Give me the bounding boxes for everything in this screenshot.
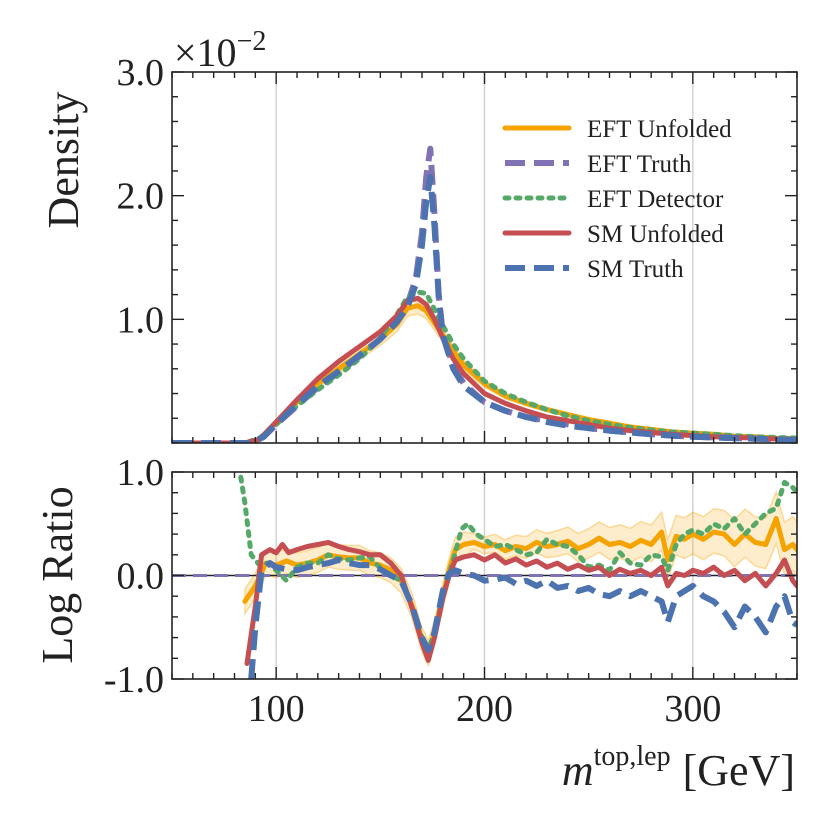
sm_unfolded-density-line: [172, 295, 797, 443]
x-axis-label-symbol: m: [562, 746, 594, 795]
legend-label-eft_truth: EFT Truth: [587, 151, 692, 178]
legend-label-eft_detector: EFT Detector: [587, 186, 724, 213]
log-ratio-y-axis-label: Log Ratio: [33, 486, 82, 663]
x-axis-label-unit: [GeV]: [683, 746, 795, 795]
legend: EFT Unfolded EFT Truth EFT Detector SM Unfo…: [502, 116, 732, 283]
density-y-tick-label: 1.0: [117, 299, 165, 341]
log-ratio-axes-frame: [171, 471, 798, 680]
x-axis-label-superscript: top,lep: [594, 741, 671, 772]
legend-label-sm_unfolded: SM Unfolded: [587, 221, 724, 248]
density-axes-frame: [171, 71, 798, 444]
x-axis-label: mtop,lep [GeV]: [562, 741, 795, 795]
density-y-axis-label: Density: [39, 92, 88, 229]
x-tick-label: 300: [664, 688, 721, 730]
y-scale-multiplier: ×10−2: [174, 26, 266, 75]
sm_unfolded-ratio-line: [244, 539, 797, 666]
legend-label-eft_unfolded: EFT Unfolded: [587, 116, 732, 143]
eft_detector-ratio-line: [238, 474, 797, 653]
log-ratio-y-tick-label: -1.0: [104, 659, 164, 701]
sm_truth-ratio-line: [248, 557, 797, 679]
log-ratio-y-tick-labels: 1.0 0.0 -1.0: [104, 452, 164, 701]
y-scale-multiplier-exponent: −2: [237, 26, 267, 57]
eft_unfolded-ratio-line: [242, 516, 797, 656]
legend-label-sm_truth: SM Truth: [587, 256, 684, 283]
log-ratio-y-tick-label: 1.0: [117, 452, 165, 494]
log-ratio-y-tick-label: 0.0: [117, 556, 165, 598]
sm_truth-density-line: [172, 174, 797, 443]
log-ratio-panel: 1.0 0.0 -1.0 100 200 300 Log Ratio mtop,lep […: [33, 452, 798, 795]
density-panel: 1.02.03.0 Density ×10−2 EFT UnfoldedEFT …: [39, 26, 798, 444]
density-y-tick-labels: 1.0 2.0 3.0: [117, 52, 165, 341]
y-scale-multiplier-base: ×10: [174, 30, 237, 75]
log-ratio-series-lines: [172, 474, 797, 679]
x-tick-label: 200: [456, 688, 513, 730]
x-tick-labels: 100 200 300: [248, 688, 722, 730]
density-series-lines: [172, 145, 797, 443]
x-tick-label: 100: [248, 688, 305, 730]
density-y-tick-label: 3.0: [117, 52, 165, 94]
density-y-tick-label: 2.0: [117, 176, 165, 218]
